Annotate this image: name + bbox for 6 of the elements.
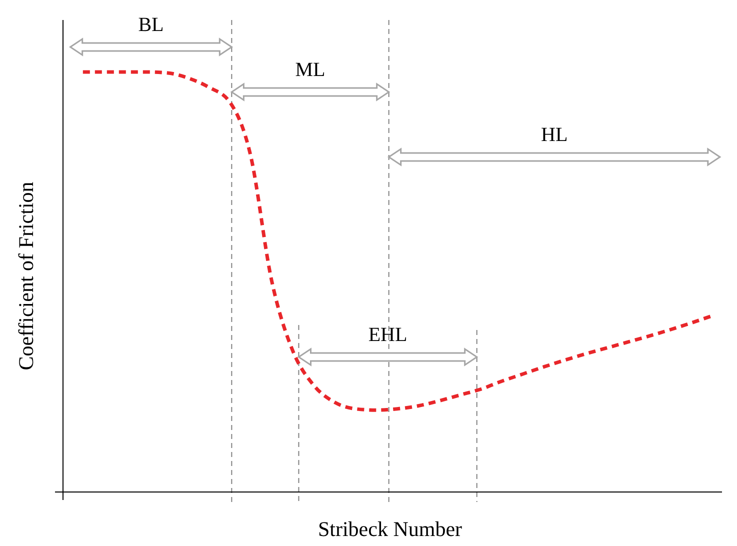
y-axis-title: Coefficient of Friction [14, 181, 38, 370]
text: BL [138, 14, 164, 36]
annotation: ML [295, 59, 326, 81]
annotation: EHL [368, 324, 408, 346]
x-axis-title: Stribeck Number [318, 517, 462, 541]
annotation: HL [541, 124, 568, 146]
